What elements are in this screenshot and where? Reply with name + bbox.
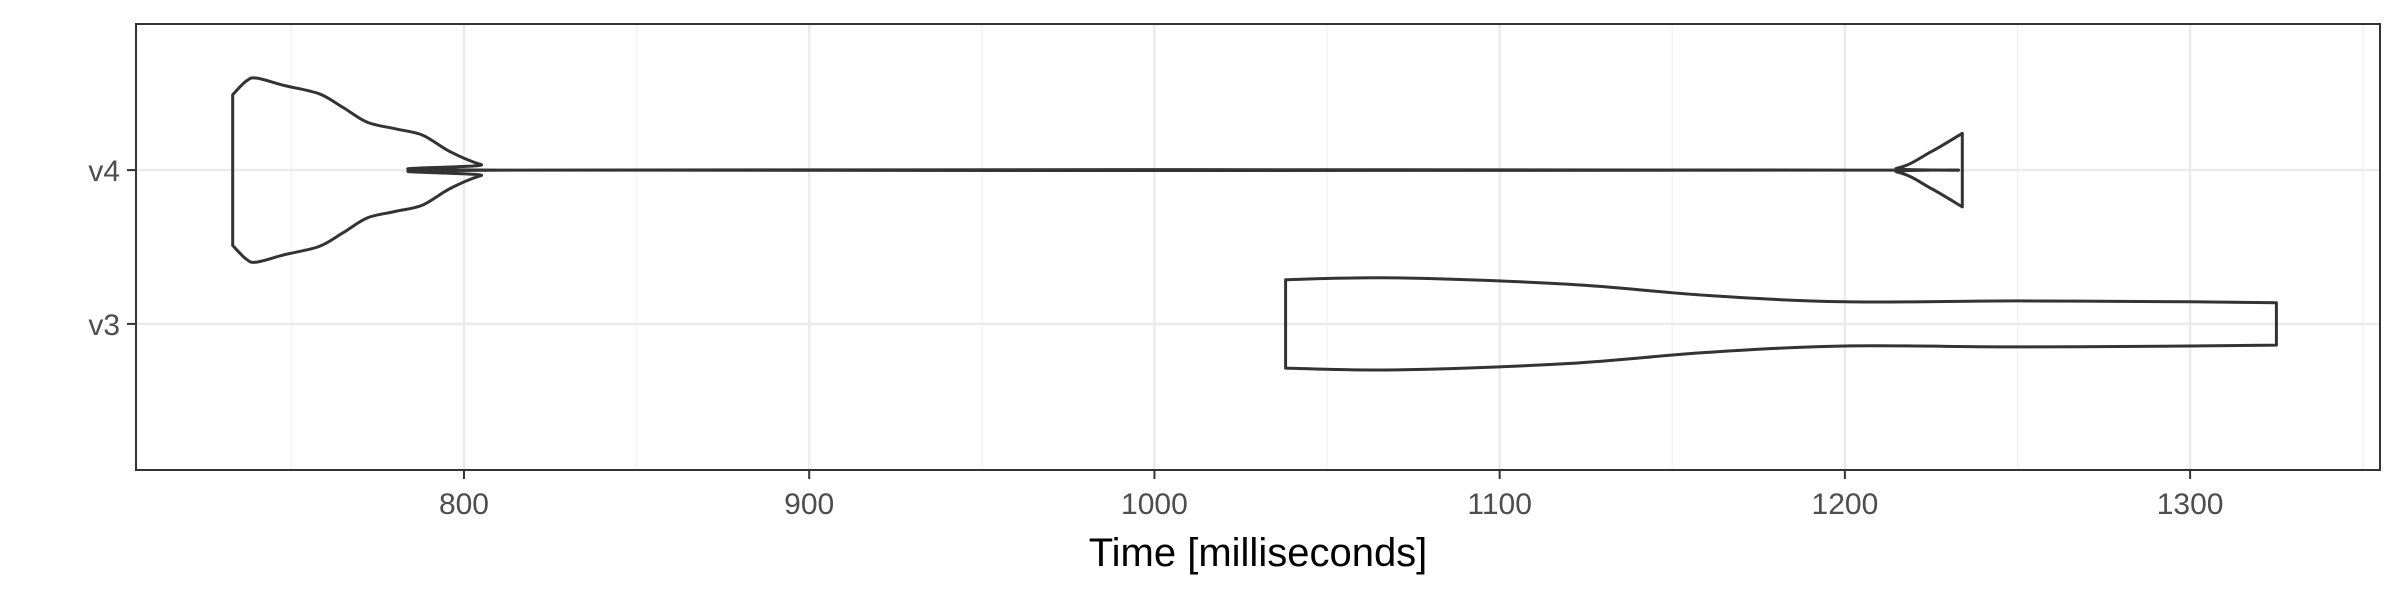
x-axis-ticks: 800 900 1000 1100 1200 1300 bbox=[439, 470, 2224, 521]
violin-v3 bbox=[1284, 276, 2278, 372]
panel-background bbox=[136, 24, 2380, 470]
violins bbox=[231, 76, 2278, 372]
x-tick-label: 1300 bbox=[2157, 488, 2224, 521]
violin-v4 bbox=[231, 76, 1964, 264]
grid-lines bbox=[136, 24, 2380, 470]
x-tick-label: 1000 bbox=[1121, 488, 1188, 521]
panel-border bbox=[135, 23, 2381, 471]
x-tick-label: 1100 bbox=[1467, 488, 1532, 521]
x-tick-label: 800 bbox=[439, 488, 489, 521]
y-tick-label: v3 bbox=[88, 309, 120, 342]
x-axis-title: Time [milliseconds] bbox=[1089, 531, 1428, 575]
y-axis-ticks: v3 v4 bbox=[88, 155, 136, 342]
x-tick-label: 900 bbox=[784, 488, 834, 521]
x-tick-label: 1200 bbox=[1812, 488, 1879, 521]
y-tick-label: v4 bbox=[88, 155, 120, 188]
